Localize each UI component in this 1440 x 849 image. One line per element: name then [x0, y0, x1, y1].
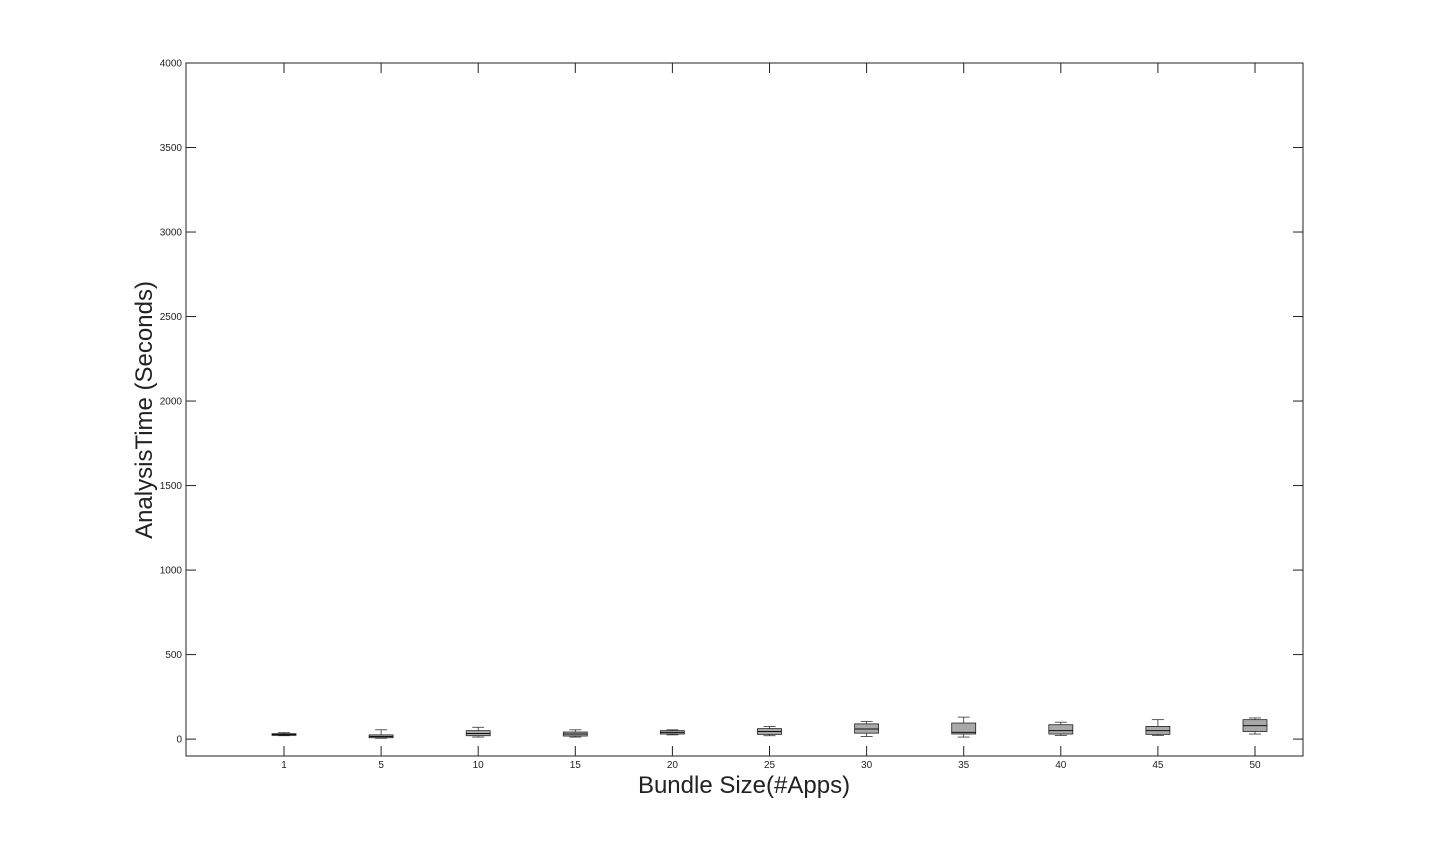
- x-tick-label: 5: [378, 760, 384, 771]
- box-35: [951, 716, 977, 738]
- box-iqr: [1048, 724, 1074, 735]
- y-tick-label: 3000: [160, 228, 183, 239]
- box-45: [1145, 719, 1171, 736]
- box-5: [368, 729, 394, 739]
- y-axis-ticks: 0 500 1000 1500 2000 2500 3000 3500 4000: [160, 59, 1303, 746]
- y-tick-label: 3500: [160, 143, 183, 154]
- y-tick-label: 2000: [160, 397, 183, 408]
- x-tick-label: 25: [764, 760, 776, 771]
- box-1: [271, 732, 297, 737]
- x-tick-label: 1: [281, 760, 287, 771]
- plot-frame: [185, 62, 1304, 757]
- x-tick-label: 35: [958, 760, 970, 771]
- x-tick-label: 20: [667, 760, 679, 771]
- y-tick-label: 0: [176, 735, 182, 746]
- box-10: [465, 726, 491, 738]
- y-tick-label: 2500: [160, 312, 183, 323]
- x-tick-label: 30: [861, 760, 873, 771]
- x-axis-title: Bundle Size(#Apps): [638, 772, 850, 799]
- box-30: [854, 720, 879, 737]
- box-15: [562, 729, 588, 738]
- x-tick-label: 45: [1152, 760, 1164, 771]
- x-tick-label: 15: [570, 760, 582, 771]
- box-25: [757, 726, 782, 737]
- x-axis-ticks: 1 5 10 15 20 25 30 35 40 45 50: [281, 63, 1261, 771]
- y-axis-title: AnalysisTime (Seconds): [131, 281, 158, 539]
- x-tick-label: 10: [473, 760, 485, 771]
- box-50: [1242, 717, 1268, 735]
- y-tick-label: 500: [165, 650, 182, 661]
- x-tick-label: 40: [1055, 760, 1067, 771]
- y-tick-label: 4000: [160, 59, 183, 70]
- y-tick-label: 1500: [160, 481, 183, 492]
- box-20: [660, 729, 685, 736]
- box-iqr: [951, 722, 977, 735]
- y-tick-label: 1000: [160, 566, 183, 577]
- x-tick-label: 50: [1249, 760, 1261, 771]
- box-40: [1048, 721, 1074, 736]
- box-series: [271, 716, 1268, 739]
